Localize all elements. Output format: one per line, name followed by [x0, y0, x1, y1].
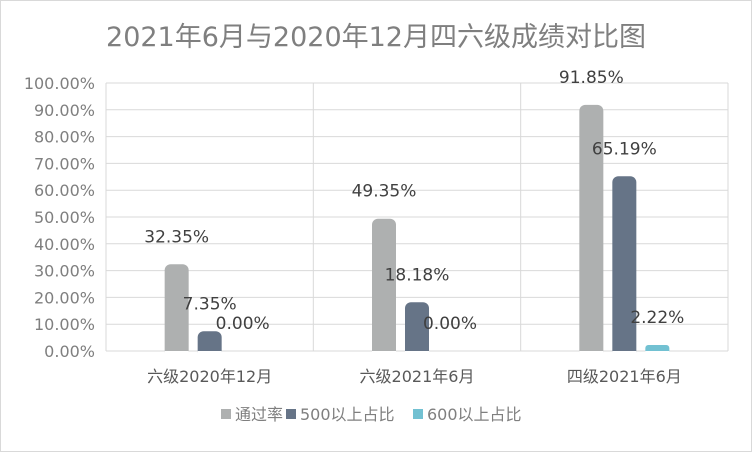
- y-tick-label: 30.00%: [34, 262, 95, 281]
- chart-title: 2021年6月与2020年12月四六级成绩对比图: [106, 22, 646, 53]
- data-label: 0.00%: [423, 314, 477, 334]
- x-category-label: 六级2021年6月: [360, 367, 475, 386]
- data-label: 49.35%: [352, 182, 417, 202]
- bar-base-mask: [645, 351, 670, 355]
- bar-base-mask: [405, 351, 429, 358]
- data-label: 2.22%: [630, 308, 684, 328]
- legend-swatch: [413, 409, 423, 419]
- legend-label: 通过率: [235, 405, 283, 424]
- legend: 通过率 500以上占比 600以上占比: [221, 405, 522, 424]
- legend-swatch: [286, 409, 296, 419]
- data-label: 0.00%: [216, 314, 270, 334]
- x-category-label: 六级2020年12月: [147, 367, 272, 386]
- bar-base-mask: [197, 351, 222, 358]
- y-tick-label: 20.00%: [34, 288, 95, 307]
- bar: [612, 176, 637, 357]
- bar: [372, 218, 396, 357]
- data-label: 91.85%: [559, 68, 624, 88]
- y-tick-label: 80.00%: [34, 128, 95, 147]
- bar: [164, 264, 189, 357]
- y-tick-label: 40.00%: [34, 235, 95, 254]
- legend-label: 600以上占比: [427, 405, 522, 424]
- y-tick-label: 60.00%: [34, 181, 95, 200]
- legend-swatch: [221, 409, 231, 419]
- data-label: 32.35%: [144, 227, 209, 247]
- y-tick-label: 100.00%: [24, 74, 95, 93]
- y-tick-label: 50.00%: [34, 208, 95, 227]
- x-axis-categories: 六级2020年12月 六级2021年6月 四级2021年6月: [147, 367, 682, 386]
- data-label: 65.19%: [592, 139, 657, 159]
- bar: [405, 302, 429, 357]
- y-tick-label: 0.00%: [44, 342, 95, 361]
- x-category-label: 四级2021年6月: [567, 367, 682, 386]
- bar: [579, 104, 604, 357]
- legend-label: 500以上占比: [300, 405, 395, 424]
- data-label: 7.35%: [183, 294, 237, 314]
- bar-base-mask: [579, 351, 604, 358]
- y-tick-label: 70.00%: [34, 154, 95, 173]
- y-tick-label: 10.00%: [34, 315, 95, 334]
- bar: [197, 331, 222, 357]
- data-label: 18.18%: [385, 265, 450, 285]
- bar-base-mask: [612, 351, 637, 358]
- bars: [164, 104, 670, 358]
- bar-base-mask: [372, 351, 396, 358]
- y-tick-label: 90.00%: [34, 101, 95, 120]
- data-labels: 32.35%7.35%0.00%49.35%18.18%0.00%91.85%6…: [144, 68, 684, 334]
- bar-base-mask: [164, 351, 189, 358]
- y-axis-ticks: 0.00% 10.00% 20.00% 30.00% 40.00% 50.00% 60.00…: [24, 74, 95, 361]
- gridlines: [105, 82, 729, 352]
